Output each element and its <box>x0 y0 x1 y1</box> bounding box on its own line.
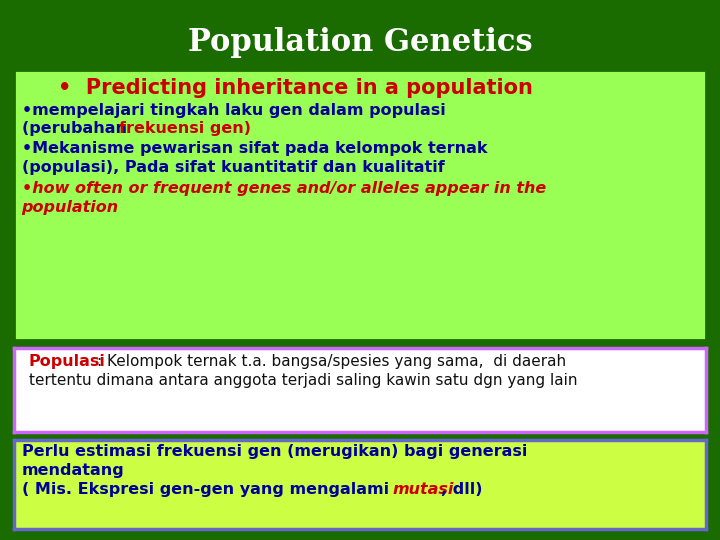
Text: •Mekanisme pewarisan sifat pada kelompok ternak: •Mekanisme pewarisan sifat pada kelompok… <box>22 141 487 157</box>
Text: , dll): , dll) <box>441 482 483 497</box>
Text: population: population <box>22 200 119 215</box>
Text: ( Mis. Ekspresi gen-gen yang mengalami: ( Mis. Ekspresi gen-gen yang mengalami <box>22 482 395 497</box>
Text: Population Genetics: Population Genetics <box>188 27 532 58</box>
Text: (populasi), Pada sifat kuantitatif dan kualitatif: (populasi), Pada sifat kuantitatif dan k… <box>22 160 444 176</box>
Text: Populasi: Populasi <box>29 354 106 369</box>
Text: mendatang: mendatang <box>22 463 125 478</box>
Text: mutasi: mutasi <box>392 482 454 497</box>
Text: •mempelajari tingkah laku gen dalam populasi: •mempelajari tingkah laku gen dalam popu… <box>22 103 446 118</box>
Text: : Kelompok ternak t.a. bangsa/spesies yang sama,  di daerah: : Kelompok ternak t.a. bangsa/spesies ya… <box>97 354 567 369</box>
Text: tertentu dimana antara anggota terjadi saling kawin satu dgn yang lain: tertentu dimana antara anggota terjadi s… <box>29 373 577 388</box>
Text: frekuensi gen): frekuensi gen) <box>119 122 251 137</box>
Text: Perlu estimasi frekuensi gen (merugikan) bagi generasi: Perlu estimasi frekuensi gen (merugikan)… <box>22 444 527 459</box>
Text: •how often or frequent genes and/or alleles appear in the: •how often or frequent genes and/or alle… <box>22 181 546 197</box>
Text: •  Predicting inheritance in a population: • Predicting inheritance in a population <box>58 78 533 98</box>
Text: (perubahan: (perubahan <box>22 122 132 137</box>
